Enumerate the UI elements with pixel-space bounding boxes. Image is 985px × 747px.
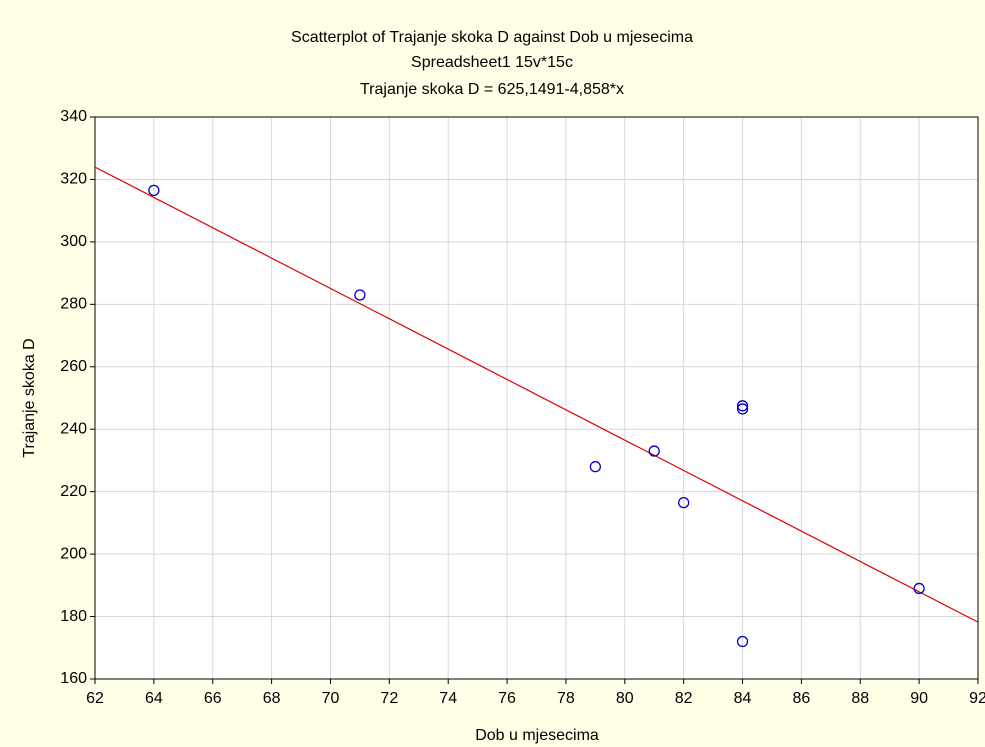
x-tick-label: 72 <box>380 690 398 707</box>
data-point <box>678 496 690 509</box>
data-point <box>589 461 602 473</box>
plot-area <box>95 117 978 679</box>
x-tick-label: 70 <box>322 690 340 707</box>
x-tick-label: 76 <box>498 690 516 707</box>
data-point <box>354 289 366 301</box>
y-tick-label: 160 <box>60 670 87 687</box>
x-tick-label: 80 <box>616 690 634 707</box>
data-point <box>648 445 660 457</box>
y-tick-label: 240 <box>60 420 87 437</box>
y-tick-label: 200 <box>60 545 87 562</box>
data-point <box>736 403 749 415</box>
y-axis-label: Trajanje skoka D <box>21 338 38 457</box>
x-tick-label: 78 <box>557 690 575 707</box>
fit-line <box>94 166 979 623</box>
data-point <box>913 582 925 595</box>
plot-border <box>94 116 979 680</box>
x-tick-label: 88 <box>851 690 869 707</box>
x-tick-label: 82 <box>675 690 693 707</box>
fit-equation: Trajanje skoka D = 625,1491-4,858*x <box>360 81 624 98</box>
x-tick-label: 90 <box>910 690 928 707</box>
y-tick-label: 280 <box>60 296 87 313</box>
data-point <box>736 400 749 412</box>
y-tick-label: 220 <box>60 483 87 500</box>
x-tick-label: 62 <box>86 690 104 707</box>
chart-subtitle: Spreadsheet1 15v*15c <box>411 54 573 71</box>
chart-title: Scatterplot of Trajanje skoka D against … <box>291 29 693 46</box>
x-tick-label: 66 <box>204 690 222 707</box>
x-tick-label: 68 <box>263 690 281 707</box>
x-tick-label: 84 <box>734 690 752 707</box>
y-tick-label: 300 <box>60 233 87 250</box>
data-point <box>148 184 160 197</box>
y-tick-label: 340 <box>60 108 87 125</box>
data-point <box>736 635 749 648</box>
y-tick-label: 260 <box>60 358 87 375</box>
x-tick-label: 92 <box>969 690 985 707</box>
x-tick-label: 74 <box>439 690 457 707</box>
x-tick-label: 86 <box>793 690 811 707</box>
y-tick-label: 180 <box>60 608 87 625</box>
x-tick-label: 64 <box>145 690 163 707</box>
y-tick-label: 320 <box>60 171 87 188</box>
x-axis-label: Dob u mjesecima <box>475 727 599 744</box>
